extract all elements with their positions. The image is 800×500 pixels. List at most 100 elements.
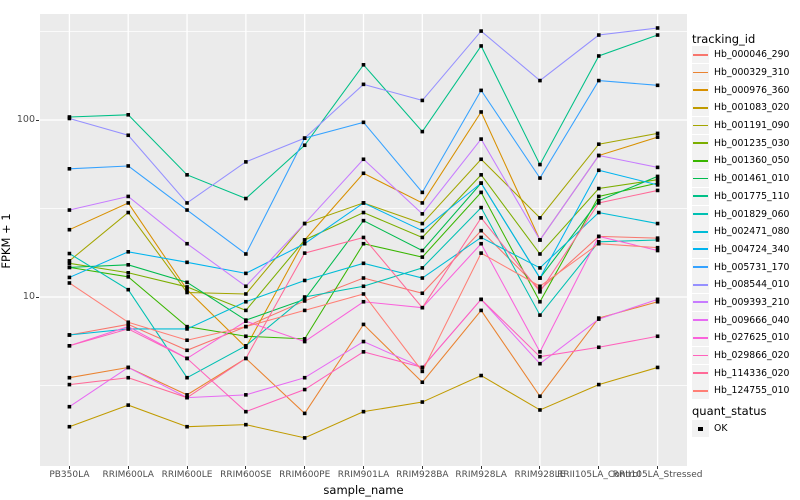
- x-tick-label: RRII105LA_Control: [557, 470, 641, 480]
- data-point: [596, 168, 601, 173]
- data-point: [302, 295, 307, 299]
- legend-key-swatch: [692, 329, 709, 347]
- legend-item-Hb_001775_110: Hb_001775_110: [692, 187, 789, 206]
- legend-key-swatch: [692, 205, 709, 223]
- legend-item-label: Hb_027625_010: [714, 332, 790, 344]
- x-tick-label: RRIM928BA: [396, 470, 449, 480]
- legend-line-icon: [693, 301, 708, 304]
- data-point: [244, 422, 248, 427]
- data-point: [361, 82, 366, 87]
- legend-item-Hb_000329_310: Hb_000329_310: [692, 64, 789, 82]
- data-point: [185, 324, 189, 329]
- data-point: [538, 299, 542, 304]
- data-point: [420, 228, 425, 233]
- data-point: [126, 275, 131, 279]
- data-point: [420, 129, 425, 134]
- data-point: [655, 26, 660, 30]
- data-point: [185, 348, 189, 353]
- legend-item-label: Hb_009393_210: [714, 296, 790, 308]
- data-point: [361, 299, 366, 304]
- data-point: [420, 255, 425, 259]
- legend-item-label: Hb_009666_040: [714, 314, 790, 326]
- data-point: [302, 411, 307, 416]
- data-point: [67, 261, 72, 266]
- legend-key-swatch: [692, 170, 709, 188]
- data-point: [67, 344, 72, 348]
- data-point: [185, 241, 189, 246]
- data-point: [126, 133, 131, 138]
- x-tick-label: PB350LA: [49, 470, 90, 480]
- data-point: [655, 236, 660, 240]
- legend-item-ok: OK: [692, 420, 727, 438]
- data-point: [361, 261, 366, 266]
- legend-title-quant-status: quant_status: [692, 404, 767, 418]
- data-point: [596, 194, 601, 199]
- legend-item-label: Hb_001461_010: [714, 173, 790, 185]
- data-point: [126, 287, 131, 292]
- data-point: [655, 131, 660, 136]
- data-point: [420, 212, 425, 216]
- data-point: [126, 201, 131, 205]
- data-point: [420, 291, 425, 296]
- legend-key-swatch: [692, 347, 709, 365]
- data-point: [302, 221, 307, 226]
- legend-item-label: Hb_000046_290: [714, 49, 790, 61]
- x-tick-mark: [363, 466, 364, 469]
- data-point: [420, 276, 425, 280]
- legend-line-icon: [693, 53, 708, 56]
- data-point: [655, 334, 660, 339]
- data-point: [185, 327, 189, 331]
- legend-line-icon: [693, 389, 708, 392]
- legend-item-Hb_005731_170: Hb_005731_170: [692, 258, 789, 276]
- data-point: [420, 266, 425, 270]
- data-point: [185, 287, 189, 292]
- data-point: [596, 33, 601, 37]
- data-point: [538, 252, 542, 256]
- x-tick-label: RRIM600LA: [102, 470, 154, 480]
- x-tick-label: RRII105LA_Stressed: [612, 470, 703, 480]
- data-point: [361, 350, 366, 354]
- data-point: [126, 320, 131, 325]
- data-point: [479, 251, 483, 255]
- data-point: [67, 404, 72, 409]
- data-point: [538, 287, 542, 292]
- legend-item-Hb_027625_010: Hb_027625_010: [692, 329, 789, 347]
- data-point: [361, 171, 366, 176]
- y-tick-mark: [36, 119, 39, 121]
- data-point: [655, 174, 660, 179]
- data-point: [479, 308, 483, 313]
- legend-line-icon: [693, 71, 708, 74]
- legend-line-icon: [693, 124, 708, 127]
- data-point: [538, 284, 542, 289]
- data-point: [479, 373, 483, 378]
- data-point: [302, 143, 307, 148]
- x-tick-label: RRIM600SE: [220, 470, 272, 480]
- data-point: [538, 361, 542, 366]
- data-point: [126, 375, 131, 380]
- data-point: [244, 308, 248, 313]
- data-point: [67, 281, 72, 285]
- data-point: [596, 345, 601, 350]
- data-point: [361, 409, 366, 414]
- data-point: [126, 327, 131, 331]
- data-point: [538, 276, 542, 280]
- legend-key-swatch: [692, 152, 709, 170]
- data-point: [244, 356, 248, 361]
- legend-line-icon: [693, 336, 708, 339]
- data-point: [420, 380, 425, 385]
- data-point: [655, 221, 660, 226]
- data-point: [538, 216, 542, 220]
- data-point: [538, 78, 542, 83]
- data-point: [185, 208, 189, 212]
- data-point: [185, 375, 189, 380]
- data-point: [244, 334, 248, 339]
- data-point: [596, 186, 601, 191]
- data-point: [244, 393, 248, 397]
- data-point: [479, 241, 483, 246]
- legend-item-Hb_001191_090: Hb_001191_090: [692, 117, 789, 135]
- data-point: [479, 173, 483, 177]
- data-point: [596, 234, 601, 239]
- data-point: [538, 394, 542, 399]
- data-point: [538, 176, 542, 180]
